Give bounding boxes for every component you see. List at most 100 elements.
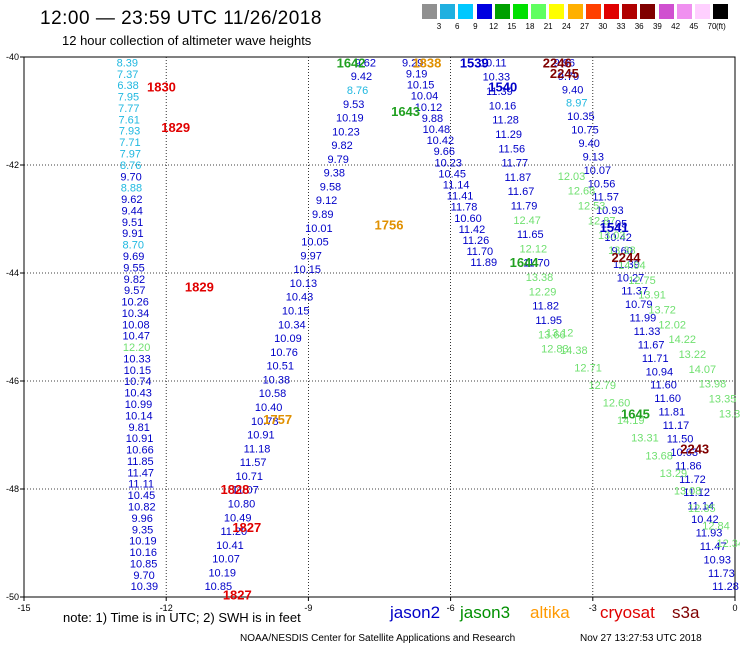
wave-height-value: 7.71	[119, 137, 140, 149]
wave-height-value: 12.02	[658, 319, 686, 331]
wave-height-value: 10.16	[489, 100, 517, 112]
wave-height-value: 14.07	[689, 364, 717, 376]
wave-height-value: 9.35	[132, 524, 153, 536]
wave-height-value: 10.43	[124, 388, 152, 400]
wave-height-value: 7.61	[118, 114, 139, 126]
wave-height-value: 12.87	[588, 215, 616, 227]
wave-height-value: 8.76	[347, 85, 368, 97]
color-scale-label: 24	[561, 22, 571, 31]
credit-line: NOAA/NESDIS Center for Satellite Applica…	[240, 633, 516, 644]
wave-height-value: 13.31	[631, 433, 659, 445]
wave-height-value: 10.07	[584, 165, 612, 177]
color-swatch	[549, 4, 565, 19]
wave-height-value: 10.39	[131, 581, 159, 593]
wave-height-value: 10.91	[126, 433, 154, 445]
wave-height-value: 7.37	[117, 69, 138, 81]
wave-height-value: 9.58	[320, 181, 341, 193]
y-tick-label: -44	[6, 268, 19, 278]
wave-height-value: 10.56	[588, 178, 616, 190]
wave-height-value: 10.01	[305, 223, 333, 235]
wave-height-value: 9.96	[554, 57, 575, 69]
wave-height-value: 12.20	[123, 342, 151, 354]
wave-height-value: 9.29	[402, 57, 423, 69]
wave-height-value: 11.18	[244, 443, 271, 455]
wave-height-value: 13.98	[699, 379, 727, 391]
mission-label: jason2	[390, 603, 441, 622]
pass-time-label: 1828	[220, 482, 249, 497]
color-scale-label: 42	[671, 22, 681, 31]
wave-height-value: 11.26	[463, 235, 490, 247]
wave-height-value: 12.29	[529, 286, 557, 298]
wave-height-value: 9.89	[312, 209, 333, 221]
wave-height-value: 11.39	[613, 259, 640, 271]
wave-height-value: 10.60	[454, 213, 482, 225]
wave-height-value: 9.57	[124, 285, 145, 297]
wave-height-value: 9.91	[122, 228, 143, 240]
wave-height-value: 11.70	[523, 258, 550, 270]
wave-height-value: 11.20	[220, 526, 247, 538]
wave-height-value: 11.11	[128, 479, 154, 491]
wave-height-value: 9.81	[128, 422, 149, 434]
wave-height-value: 10.51	[266, 361, 294, 373]
wave-height-value: 10.78	[251, 416, 279, 428]
pass-time-label: 1541	[600, 220, 629, 235]
wave-height-value: 14.22	[669, 334, 697, 346]
wave-height-value: 13.12	[546, 327, 574, 339]
wave-height-value: 11.78	[451, 202, 478, 214]
wave-height-value: 11.57	[240, 457, 267, 469]
wave-height-value: 10.93	[596, 205, 624, 217]
pass-time-label: 1644	[510, 255, 540, 270]
wave-height-value: 10.93	[703, 554, 731, 566]
wave-height-value: 11.37	[621, 286, 648, 298]
wave-height-value: 11.85	[127, 456, 154, 468]
wave-height-value: 10.26	[121, 297, 149, 309]
wave-height-value: 13.34	[719, 408, 740, 420]
wave-height-value: 10.15	[407, 80, 435, 92]
wave-height-value: 10.16	[130, 547, 158, 559]
wave-height-value: 10.19	[208, 567, 236, 579]
color-swatch	[713, 4, 729, 19]
wave-height-value: 10.38	[263, 374, 291, 386]
wave-height-value: 11.79	[511, 201, 538, 213]
x-tick-label: -15	[17, 603, 30, 613]
wave-height-value: 10.49	[224, 512, 252, 524]
pass-time-label: 2245	[550, 66, 579, 81]
wave-height-value: 9.42	[351, 71, 372, 83]
wave-height-value: 7.95	[118, 92, 139, 104]
color-scale-label: 45	[689, 22, 699, 31]
color-scale-label: 33	[616, 22, 626, 31]
wave-height-value: 7.93	[119, 126, 140, 138]
wave-height-value: 10.15	[282, 306, 310, 318]
footer-note: note: 1) Time is in UTC; 2) SWH is in fe…	[63, 610, 301, 625]
wave-height-value: 11.72	[679, 474, 706, 486]
color-swatch	[440, 4, 456, 19]
wave-height-value: 13.66	[538, 329, 566, 341]
wave-height-value: 10.07	[212, 554, 240, 566]
wave-height-value: 11.86	[675, 460, 702, 472]
pass-time-label: 1756	[375, 217, 404, 232]
pass-time-label: 2244	[612, 250, 642, 265]
wave-height-value: 11.65	[517, 229, 544, 241]
plot-frame	[23, 56, 736, 598]
wave-height-value: 11.42	[459, 224, 486, 236]
pass-time-label: 1827	[223, 587, 252, 602]
wave-height-value: 10.23	[434, 157, 462, 169]
wave-height-value: 11.07	[232, 485, 259, 497]
pass-time-label: 2243	[680, 442, 709, 457]
color-scale-unit: (ft)	[716, 22, 726, 31]
wave-height-value: 10.99	[125, 399, 153, 411]
color-swatch	[676, 4, 692, 19]
wave-height-value: 10.76	[270, 347, 298, 359]
wave-height-value: 10.85	[130, 558, 158, 570]
wave-height-value: 10.47	[122, 331, 150, 343]
wave-height-value: 10.66	[126, 445, 154, 457]
pass-time-label: 1830	[147, 80, 176, 95]
wave-height-value: 8.88	[121, 183, 142, 195]
x-tick-label: 0	[732, 603, 737, 613]
wave-height-value: 11.99	[630, 313, 657, 325]
x-tick-label: -9	[304, 603, 312, 613]
color-swatch	[640, 4, 656, 19]
color-scale-label: 15	[507, 22, 517, 31]
wave-height-value: 10.33	[483, 72, 511, 84]
wave-height-value: 11.70	[466, 246, 493, 258]
